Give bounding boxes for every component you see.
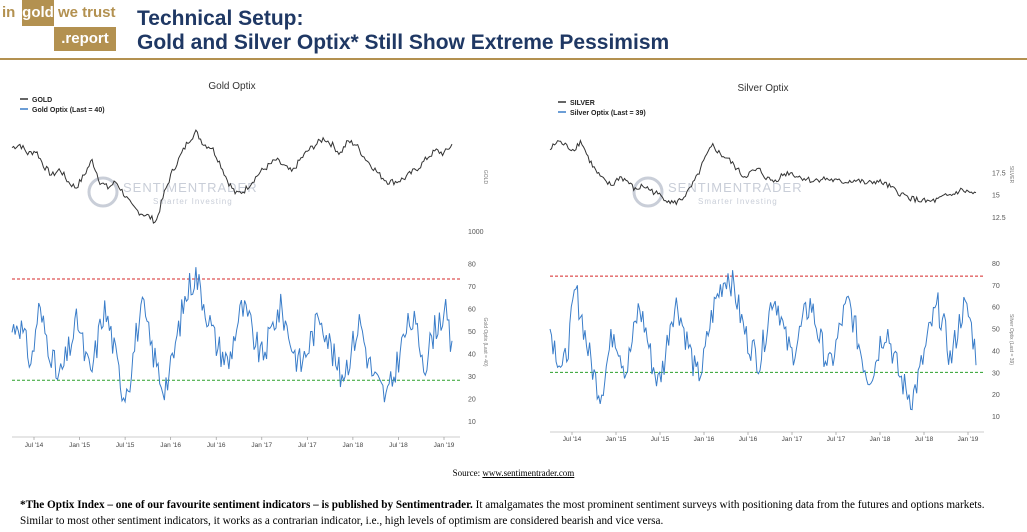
x-tick-label: Jan '15 [606, 436, 627, 443]
legend-label: SILVER [570, 100, 595, 107]
x-tick-label: Jul '18 [915, 436, 934, 443]
x-tick-label: Jan '18 [343, 442, 364, 449]
chart-title: Silver Optix [737, 83, 788, 94]
lower-y-tick-label: 50 [468, 329, 476, 336]
lower-y-tick-label: 40 [992, 348, 1000, 355]
optix-line [11, 267, 453, 404]
x-tick-label: Jan '15 [69, 442, 90, 449]
x-tick-label: Jan '16 [160, 442, 181, 449]
page-title-line1: Technical Setup: [137, 7, 304, 30]
x-tick-label: Jul '18 [389, 442, 408, 449]
lower-y-tick-label: 10 [992, 414, 1000, 421]
x-tick-label: Jul '15 [651, 436, 670, 443]
upper-axis-label: GOLD [482, 170, 488, 185]
watermark-logo-icon [632, 176, 664, 208]
lower-axis-label: Gold Optix (Last = 40) [482, 317, 488, 366]
optix-charts-svg: Gold Optix GOLD Gold Optix (Last = 40) SENT… [11, 81, 1014, 449]
source-line: Source: www.sentimentrader.com [0, 468, 1027, 478]
x-tick-label: Jul '17 [827, 436, 846, 443]
lower-y-tick-label: 30 [468, 374, 476, 381]
x-tick-label: Jan '19 [434, 442, 455, 449]
logo-gold-text: gold [22, 0, 54, 26]
legend-label: GOLD [32, 97, 52, 104]
in-gold-we-trust-logo: in gold we trust .report [0, 0, 118, 52]
lower-y-tick-label: 20 [468, 396, 476, 403]
lower-y-tick-label: 40 [468, 351, 476, 358]
optix-line [549, 270, 977, 411]
watermark-name: SENTIMENTRADER [123, 180, 258, 195]
logo-wetrust-text: we trust [58, 4, 116, 21]
page-title-line2: Gold and Silver Optix* Still Show Extrem… [137, 31, 670, 54]
page-title: Technical Setup: Gold and Silver Optix* … [137, 7, 669, 55]
legend-label: Gold Optix (Last = 40) [32, 107, 105, 114]
watermark-tagline: Smarter Investing [153, 197, 233, 206]
lower-y-tick-label: 70 [992, 283, 1000, 290]
logo-in-text: in [2, 4, 16, 21]
x-tick-label: Jan '17 [251, 442, 272, 449]
source-link[interactable]: www.sentimentrader.com [482, 468, 575, 478]
x-tick-label: Jul '14 [25, 442, 44, 449]
lower-y-tick-label: 50 [992, 327, 1000, 334]
watermark-tagline: Smarter Investing [698, 197, 778, 206]
legend-label: Silver Optix (Last = 39) [570, 110, 646, 117]
header-divider [0, 58, 1027, 60]
x-tick-label: Jan '17 [782, 436, 803, 443]
watermark-name: SENTIMENTRADER [668, 180, 803, 195]
lower-y-tick-label: 60 [992, 305, 1000, 312]
source-label: Source: [452, 468, 483, 478]
upper-y-tick-label: 1000 [468, 229, 484, 236]
footnote: *The Optix Index – one of our favourite … [20, 497, 1010, 529]
x-tick-label: Jul '17 [298, 442, 317, 449]
footnote-bold: *The Optix Index – one of our favourite … [20, 499, 473, 511]
lower-y-tick-label: 60 [468, 306, 476, 313]
x-tick-label: Jan '18 [870, 436, 891, 443]
x-tick-label: Jul '15 [116, 442, 135, 449]
lower-y-tick-label: 80 [468, 261, 476, 268]
upper-price-line [11, 129, 453, 224]
upper-y-tick-label: 12.5 [992, 215, 1006, 222]
x-tick-label: Jul '16 [739, 436, 758, 443]
chart-title: Gold Optix [208, 81, 255, 92]
lower-axis-label: Silver Optix (Last = 39) [1008, 314, 1014, 365]
charts-container: Gold Optix GOLD Gold Optix (Last = 40) SENT… [0, 62, 1027, 482]
x-tick-label: Jul '14 [563, 436, 582, 443]
lower-y-tick-label: 30 [992, 370, 1000, 377]
upper-price-line [549, 139, 977, 206]
watermark-logo-icon [87, 176, 119, 208]
lower-y-tick-label: 70 [468, 284, 476, 291]
logo-report-text: .report [54, 27, 116, 51]
upper-y-tick-label: 15 [992, 193, 1000, 200]
upper-axis-label: SILVER [1008, 166, 1014, 184]
x-tick-label: Jan '16 [694, 436, 715, 443]
x-tick-label: Jan '19 [958, 436, 979, 443]
lower-y-tick-label: 10 [468, 419, 476, 426]
upper-y-tick-label: 17.5 [992, 170, 1006, 177]
lower-y-tick-label: 80 [992, 261, 1000, 268]
footnote-text: It amalgamates the most prominent sentim… [20, 499, 985, 527]
lower-y-tick-label: 20 [992, 392, 1000, 399]
x-tick-label: Jul '16 [207, 442, 226, 449]
